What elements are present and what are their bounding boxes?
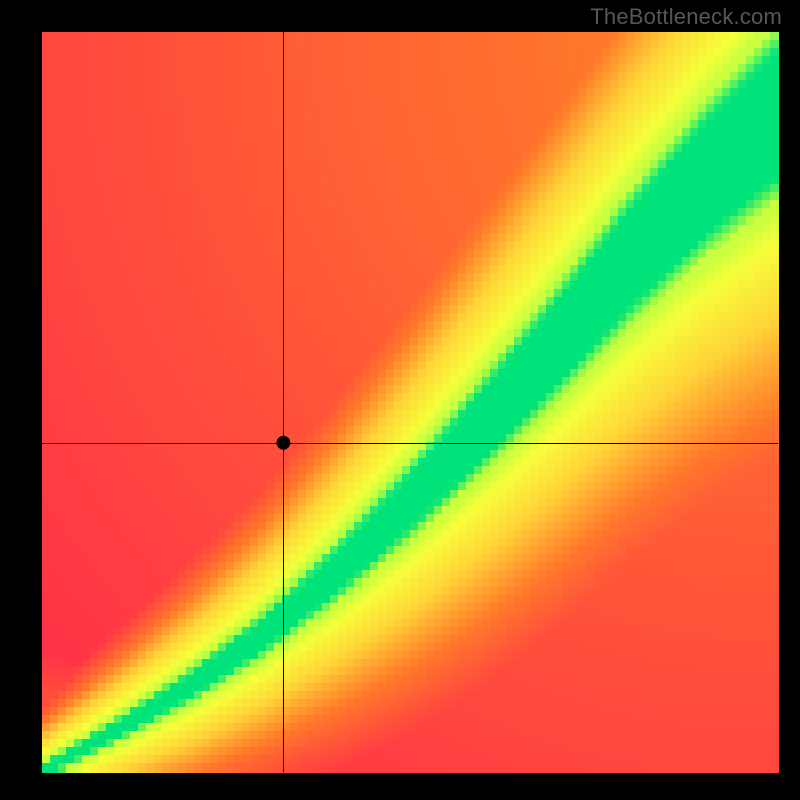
chart-container: TheBottleneck.com	[0, 0, 800, 800]
bottleneck-heatmap	[0, 0, 800, 800]
watermark-text: TheBottleneck.com	[590, 4, 782, 30]
